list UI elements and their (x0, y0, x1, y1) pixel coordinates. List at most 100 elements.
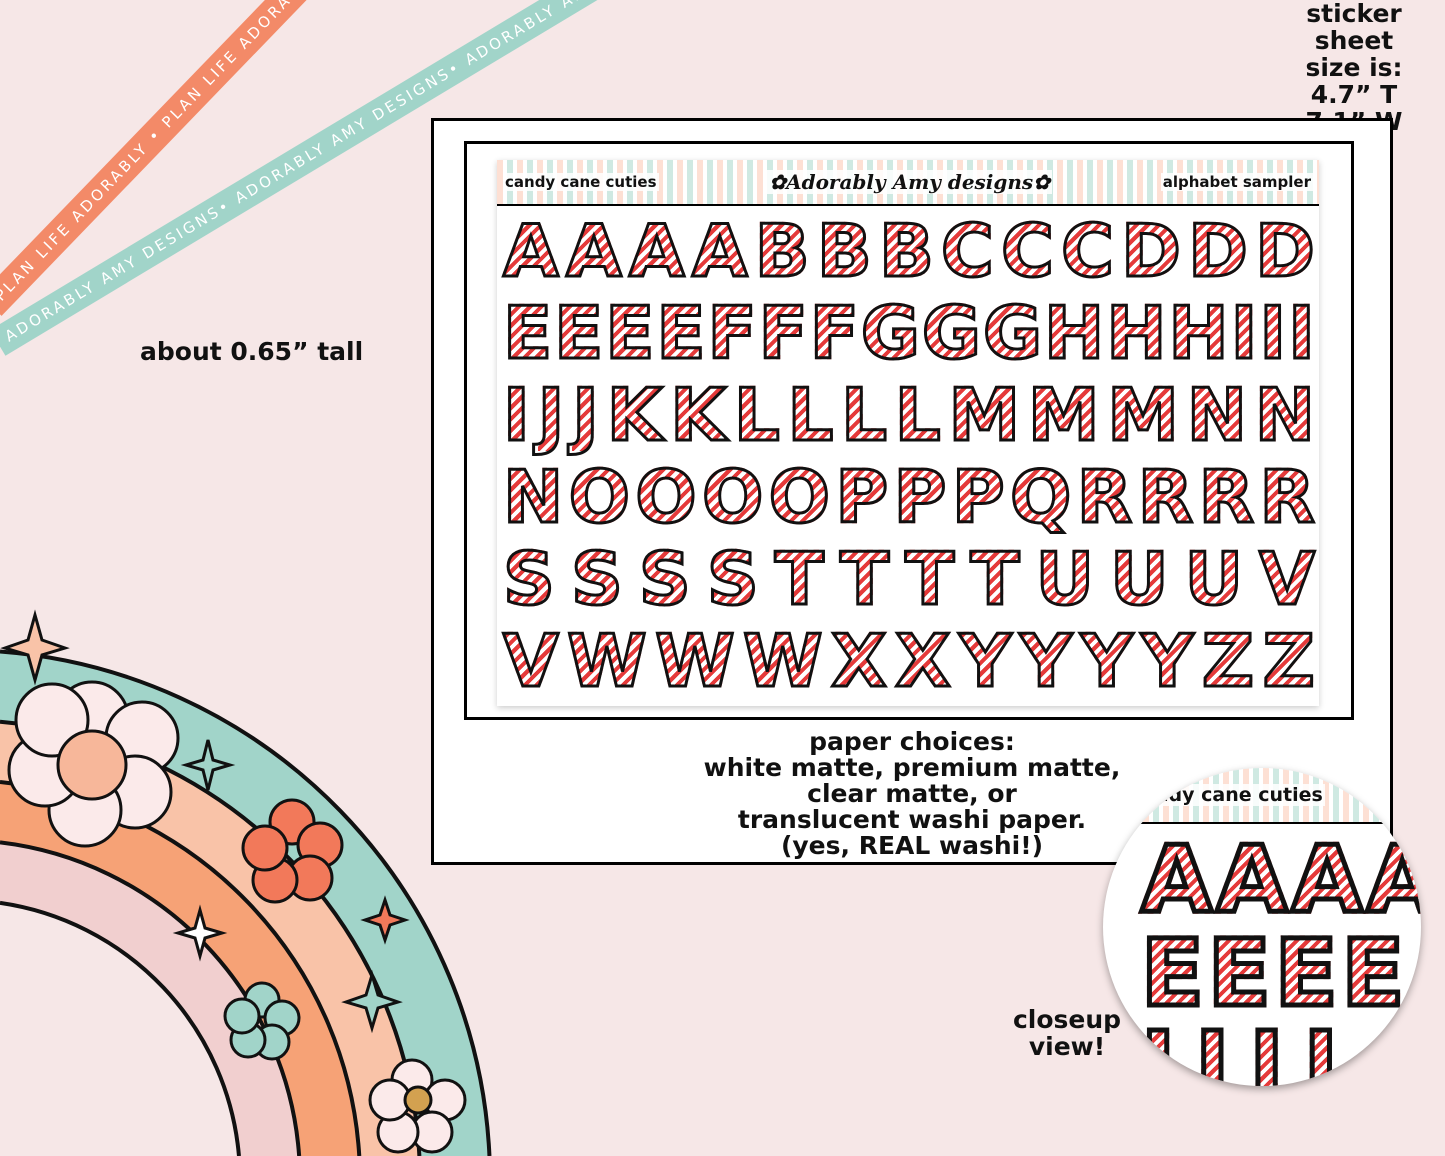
letter-sticker: J (571, 373, 601, 457)
rainbow-inner (0, 902, 239, 1156)
sparkle-icon (172, 904, 228, 962)
letter-sticker: I (1287, 291, 1317, 375)
white-flower-icon (368, 1058, 467, 1154)
letter-sticker: N (1185, 373, 1248, 457)
letter-sticker: C (940, 209, 996, 293)
letter-sticker: B (753, 209, 811, 293)
letter-sticker: X (894, 619, 952, 703)
letter-sticker: U (1183, 537, 1244, 621)
letter-sticker: K (605, 373, 664, 457)
sparkle-icon (180, 739, 236, 791)
letter-sticker: M (1026, 373, 1101, 457)
letter-sticker: Z (1200, 619, 1255, 703)
letter-sticker: D (1254, 209, 1317, 293)
sparkle-icon (341, 969, 403, 1034)
letter-sticker: Z (1261, 619, 1316, 703)
letter-sticker: Q (1009, 455, 1073, 539)
letter-sticker: O (701, 455, 765, 539)
paper-line: white matte, premium matte, (703, 753, 1121, 782)
letter-sticker: E (604, 291, 656, 375)
letter-sticker: O (767, 455, 831, 539)
letter-sticker: A (564, 209, 623, 293)
letter-sticker: E (501, 291, 553, 375)
brand-logo: ✿Adorably Amy designs✿ (767, 170, 1052, 194)
closeup-label: closeup view! (1012, 1006, 1122, 1060)
letter-sticker: S (502, 537, 557, 621)
letter-sticker: A (627, 209, 686, 293)
letter-sticker: H (1167, 291, 1230, 375)
letter-sticker: F (808, 291, 860, 375)
letter-sticker: N (1253, 373, 1316, 457)
letter-sticker: O (567, 455, 631, 539)
letter-sticker: B (815, 209, 873, 293)
letter-sticker: R (1258, 455, 1316, 539)
letter-sticker: F (757, 291, 809, 375)
letter-sticker: E (655, 291, 707, 375)
sticker-sheet: candy cane cuties ✿Adorably Amy designs✿… (497, 160, 1319, 706)
letter-sticker: N (501, 455, 564, 539)
paper-line: translucent washi paper. (737, 805, 1087, 834)
letter-sticker: Y (1079, 619, 1134, 703)
letter-sticker: Y (1018, 619, 1073, 703)
letter-sticker: M (1106, 373, 1181, 457)
paper-line: clear matte, or (807, 779, 1017, 808)
closeup-label-line: view! (1028, 1032, 1106, 1061)
letter-sticker: A (690, 209, 749, 293)
letter-sticker: T (969, 537, 1021, 621)
sheet-border: candy cane cuties ✿Adorably Amy designs✿… (464, 141, 1354, 720)
letter-sticker: I (502, 373, 532, 457)
sheet-title: candy cane cuties (503, 173, 659, 191)
letter-sticker: T (904, 537, 956, 621)
letter-sticker: L (893, 373, 942, 457)
height-note: about 0.65” tall (140, 337, 364, 366)
letter-sticker: R (1197, 455, 1255, 539)
letter-sticker: S (569, 537, 624, 621)
letter-sticker: I (1258, 291, 1288, 375)
sheet-subtitle: alphabet sampler (1160, 173, 1313, 191)
letter-sticker: A (502, 209, 561, 293)
letter-sticker: L (840, 373, 889, 457)
letter-sticker: V (1258, 537, 1317, 621)
letter-sticker: X (830, 619, 888, 703)
paper-choices: paper choices: white matte, premium matt… (434, 729, 1390, 859)
letter-sticker: S (705, 537, 760, 621)
letter-sticker: F (706, 291, 758, 375)
letter-sticker: P (950, 455, 1006, 539)
rainbow-band-pink-outline (0, 840, 302, 1156)
letter-sticker: C (1060, 209, 1116, 293)
sparkle-icon (360, 895, 410, 945)
rainbow-inner-outline (0, 900, 241, 1156)
letter-sticker: U (1034, 537, 1095, 621)
letter-sticker: Y (1140, 619, 1195, 703)
size-line: sticker sheet (1306, 0, 1402, 55)
letter-sticker: I (1229, 291, 1259, 375)
letter-sticker: D (1120, 209, 1183, 293)
letter-sticker: B (877, 209, 935, 293)
letter-sticker: J (536, 373, 566, 457)
size-line: 4.7” T (1310, 80, 1398, 109)
letter-sticker: S (637, 537, 692, 621)
letter-sticker: L (732, 373, 781, 457)
closeup-view: ndy cane cuties AAAA EEEE IIJJ (1103, 768, 1421, 1086)
paper-line: paper choices: (809, 727, 1015, 756)
letter-sticker: G (920, 291, 982, 375)
sheet-header: candy cane cuties ✿Adorably Amy designs✿… (497, 160, 1319, 206)
letter-sticker: R (1075, 455, 1133, 539)
closeup-row: IIJJ (1103, 1017, 1421, 1086)
letter-sticker: T (773, 537, 825, 621)
letter-sticker: M (947, 373, 1022, 457)
letter-sticker: W (654, 619, 736, 703)
sheet-size-note: sticker sheet size is: 4.7” T 7.1” W (1269, 0, 1439, 135)
letter-sticker: Y (958, 619, 1013, 703)
closeup-title: ndy cane cuties (1153, 784, 1325, 806)
letter-sticker: G (981, 291, 1043, 375)
paper-line: (yes, REAL washi!) (780, 831, 1044, 860)
letter-sticker: D (1187, 209, 1250, 293)
